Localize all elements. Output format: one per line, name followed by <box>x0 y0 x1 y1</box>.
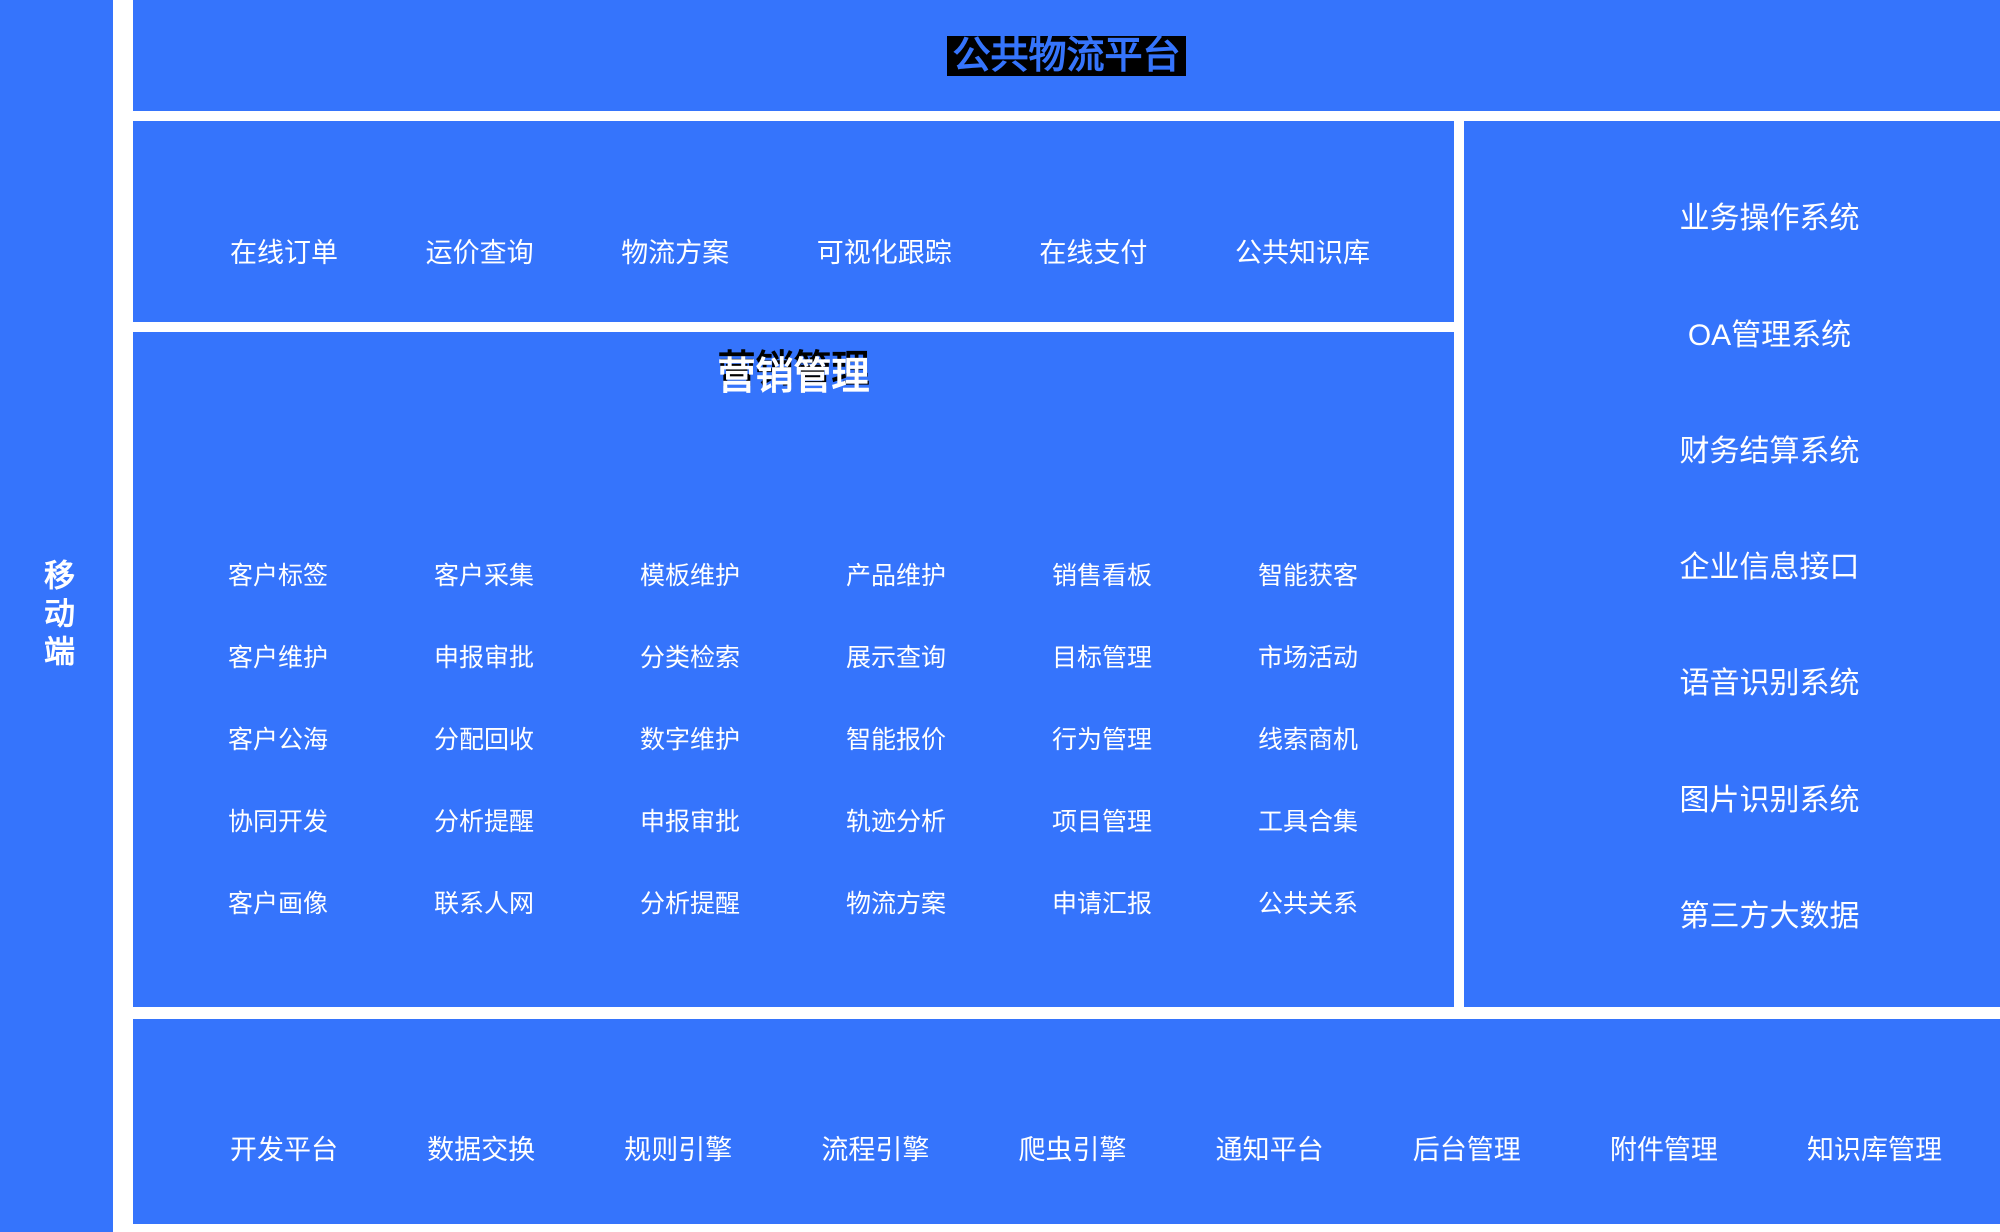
feature-item: 申请汇报 <box>1052 890 1153 918</box>
feature-grid-row: 客户维护 申报审批 分类检索 展示查询 目标管理 市场活动 <box>228 615 1454 697</box>
service-item: 公共知识库 <box>1234 238 1370 269</box>
service-item: 物流方案 <box>621 238 730 269</box>
system-item: OA管理系统 <box>1687 318 1852 352</box>
marketing-panel-title: 营销管理 <box>717 356 870 398</box>
system-item: 图片识别系统 <box>1679 783 1860 817</box>
service-item: 在线订单 <box>230 238 338 269</box>
feature-item: 线索商机 <box>1258 726 1359 754</box>
service-item: 可视化跟踪 <box>816 238 952 269</box>
platform-service-item: 规则引擎 <box>624 1135 733 1166</box>
feature-item: 分配回收 <box>434 726 535 754</box>
service-item: 在线支付 <box>1039 238 1148 269</box>
platform-service-item: 通知平台 <box>1215 1135 1324 1166</box>
feature-item: 申报审批 <box>434 644 535 672</box>
feature-item: 产品维护 <box>846 562 947 590</box>
top-bar: 公共物流平台 <box>133 0 2000 111</box>
feature-grid-row: 客户画像 联系人网 分析提醒 物流方案 申请汇报 公共关系 <box>228 861 1454 943</box>
feature-grid-row: 客户标签 客户采集 模板维护 产品维护 销售看板 智能获客 <box>228 533 1454 615</box>
feature-item: 销售看板 <box>1052 562 1153 590</box>
system-item: 第三方大数据 <box>1679 899 1860 933</box>
feature-item: 客户采集 <box>434 562 535 590</box>
feature-item: 协同开发 <box>228 808 329 836</box>
mobile-sidebar: 移动端 <box>0 0 113 1232</box>
system-item: 业务操作系统 <box>1679 202 1860 236</box>
feature-item: 项目管理 <box>1052 808 1153 836</box>
platform-service-item: 开发平台 <box>230 1135 338 1166</box>
feature-item: 市场活动 <box>1258 644 1359 672</box>
platform-service-item: 数据交换 <box>427 1135 536 1166</box>
system-item: 企业信息接口 <box>1679 551 1860 584</box>
marketing-panel: 营销管理 客户标签 客户采集 模板维护 产品维护 销售看板 智能获客 客户维护 申报审批 分类检… <box>133 332 1454 1007</box>
systems-panel: 业务操作系统 OA管理系统 财务结算系统 企业信息接口 语音识别系统 图片识别系统 第三方大… <box>1464 121 2000 1007</box>
feature-item: 申报审批 <box>640 808 741 836</box>
feature-item: 轨迹分析 <box>846 808 947 836</box>
feature-item: 分析提醒 <box>434 808 535 836</box>
feature-item: 分类检索 <box>640 644 741 672</box>
platform-title: 公共物流平台 <box>947 35 1186 76</box>
service-item: 运价查询 <box>425 238 534 269</box>
platform-service-item: 附件管理 <box>1609 1135 1718 1166</box>
feature-item: 客户标签 <box>228 562 329 590</box>
feature-item: 联系人网 <box>434 890 535 918</box>
feature-item: 物流方案 <box>846 890 947 918</box>
marketing-feature-grid: 客户标签 客户采集 模板维护 产品维护 销售看板 智能获客 客户维护 申报审批 分类检索 展示查询… <box>133 533 1454 943</box>
feature-item: 智能获客 <box>1258 562 1359 590</box>
feature-item: 分析提醒 <box>640 890 741 918</box>
feature-item: 公共关系 <box>1258 890 1359 918</box>
feature-item: 客户维护 <box>228 644 329 672</box>
services-row: 在线订单 运价查询 物流方案 可视化跟踪 在线支付 公共知识库 <box>133 121 1454 322</box>
platform-service-item: 知识库管理 <box>1807 1135 1942 1166</box>
feature-item: 客户画像 <box>228 890 329 918</box>
feature-item: 工具合集 <box>1258 808 1359 836</box>
mobile-sidebar-label: 移动端 <box>39 559 74 673</box>
feature-item: 展示查询 <box>846 644 947 672</box>
feature-item: 客户公海 <box>228 726 329 754</box>
platform-services-bar: 开发平台 数据交换 规则引擎 流程引擎 爬虫引擎 通知平台 后台管理 附件管理 知识库管理 <box>133 1019 2000 1224</box>
feature-item: 智能报价 <box>846 726 947 754</box>
feature-grid-row: 客户公海 分配回收 数字维护 智能报价 行为管理 线索商机 <box>228 697 1454 779</box>
system-item: 语音识别系统 <box>1679 667 1860 701</box>
feature-item: 行为管理 <box>1052 726 1153 754</box>
feature-item: 数字维护 <box>640 726 741 754</box>
platform-service-item: 后台管理 <box>1412 1135 1521 1166</box>
feature-item: 目标管理 <box>1052 644 1153 672</box>
system-item: 财务结算系统 <box>1679 434 1860 468</box>
feature-grid-row: 协同开发 分析提醒 申报审批 轨迹分析 项目管理 工具合集 <box>228 779 1454 861</box>
platform-service-item: 流程引擎 <box>821 1135 930 1166</box>
feature-item: 模板维护 <box>640 562 741 590</box>
platform-service-item: 爬虫引擎 <box>1018 1135 1127 1166</box>
